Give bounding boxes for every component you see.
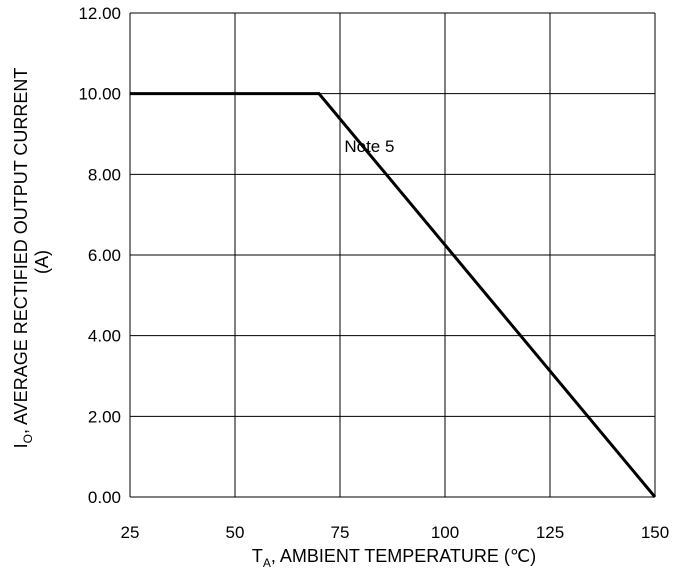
y-tick-label: 4.00 bbox=[88, 327, 121, 346]
y-tick-labels: 0.00 2.00 4.00 6.00 8.00 10.00 12.00 bbox=[78, 4, 121, 507]
x-tick-label: 100 bbox=[431, 523, 459, 542]
grid-lines bbox=[129, 12, 656, 498]
x-tick-label: 50 bbox=[226, 523, 245, 542]
x-tick-label: 150 bbox=[641, 523, 669, 542]
y-tick-label: 8.00 bbox=[88, 165, 121, 184]
y-axis-title-line1: IO, AVERAGE RECTIFIED OUTPUT CURRENT bbox=[11, 68, 35, 449]
note-annotation: Note 5 bbox=[344, 137, 394, 156]
y-axis-title-line2: (A) bbox=[32, 250, 52, 274]
x-axis-title-rest: , AMBIENT TEMPERATURE (℃) bbox=[271, 546, 536, 566]
x-axis-title-prefix: T bbox=[252, 546, 263, 566]
derating-curve bbox=[130, 92, 657, 498]
x-axis-title-subscript: A bbox=[263, 556, 271, 570]
x-axis-title: TA, AMBIENT TEMPERATURE (℃) bbox=[252, 546, 536, 570]
y-axis-title-rest: , AVERAGE RECTIFIED OUTPUT CURRENT bbox=[11, 68, 31, 434]
x-tick-label: 25 bbox=[121, 523, 140, 542]
x-tick-label: 75 bbox=[331, 523, 350, 542]
x-tick-label: 125 bbox=[536, 523, 564, 542]
y-tick-label: 10.00 bbox=[78, 85, 121, 104]
y-tick-label: 0.00 bbox=[88, 488, 121, 507]
y-tick-label: 2.00 bbox=[88, 407, 121, 426]
annotation-layer: Note 5 bbox=[344, 137, 394, 156]
x-tick-labels: 25 50 75 100 125 150 bbox=[121, 523, 670, 542]
series-layer bbox=[130, 92, 657, 498]
y-axis-title-subscript: O bbox=[21, 434, 35, 443]
y-tick-label: 12.00 bbox=[78, 4, 121, 23]
y-tick-label: 6.00 bbox=[88, 246, 121, 265]
y-axis-title-prefix: I bbox=[11, 443, 31, 448]
